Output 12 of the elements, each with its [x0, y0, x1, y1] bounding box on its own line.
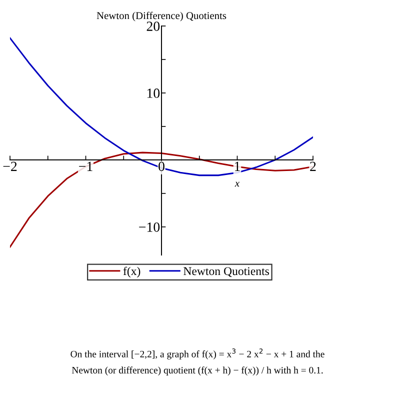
text: On the interval [−2,2], a graph of f(x) = x$^{3}$ − 2 x$^{2}$ − x + 1 and the — [70, 348, 324, 360]
y-tick-label: 10 — [147, 88, 160, 98]
legend-label: f(x) — [123, 266, 140, 278]
x-tick-label: −2 — [3, 162, 17, 171]
text: Newton (or difference) quotient (f(x + h) − f(x)) / h with h = 0.1. — [72, 366, 323, 376]
x-tick-label: −1 — [79, 162, 92, 171]
chart-title: Newton (Difference) Quotients — [96, 12, 226, 22]
x-tick-label: 2 — [310, 162, 316, 171]
legend-label: Newton Quotients — [184, 267, 269, 277]
y-tick-label: −10 — [139, 222, 160, 232]
x-axis-title: x — [234, 182, 240, 187]
y-tick-label: 20 — [146, 22, 160, 31]
